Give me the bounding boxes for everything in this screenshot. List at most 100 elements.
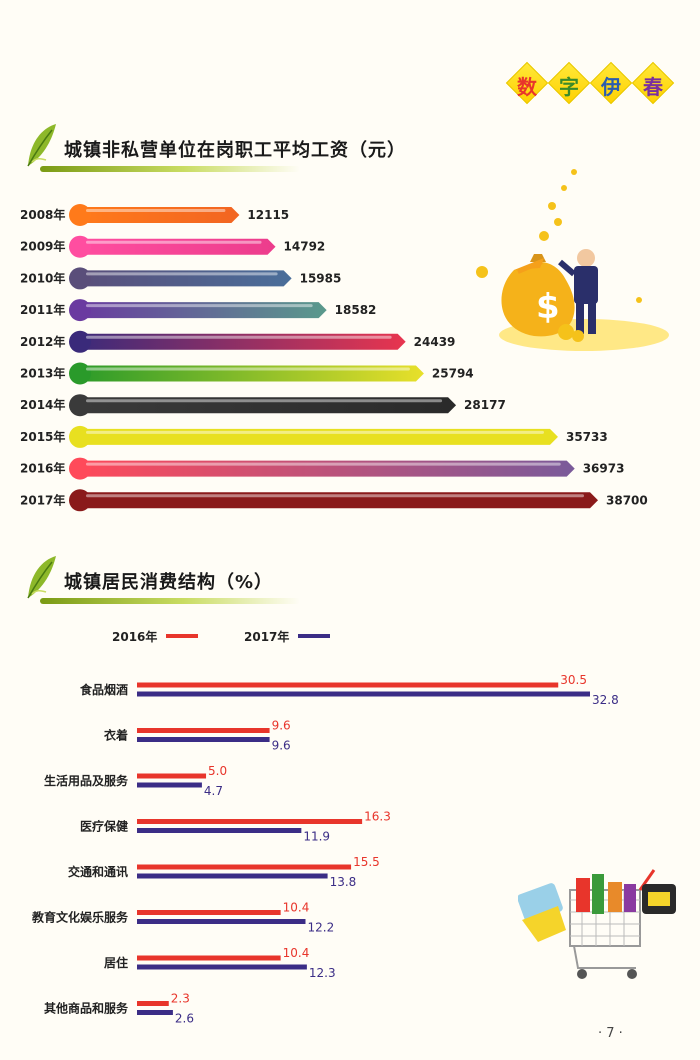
leaf-icon bbox=[27, 124, 56, 167]
value-label-2017: 12.3 bbox=[309, 966, 336, 980]
year-label: 2012年 bbox=[20, 334, 65, 349]
category-label: 食品烟酒 bbox=[79, 682, 128, 697]
salary-bar bbox=[76, 333, 406, 350]
salary-bar-cap bbox=[69, 362, 91, 385]
page-number: · 7 · bbox=[598, 1026, 623, 1041]
bar-2016 bbox=[137, 682, 559, 688]
value-label-2016: 2.3 bbox=[171, 992, 190, 1006]
category-label: 生活用品及服务 bbox=[44, 773, 129, 788]
year-label: 2014年 bbox=[20, 397, 65, 412]
badge-char: 数 bbox=[517, 75, 537, 99]
salary-value-label: 15985 bbox=[300, 271, 342, 285]
value-label-2017: 2.6 bbox=[175, 1012, 194, 1026]
salary-bar-cap bbox=[69, 425, 91, 448]
salary-bar-cap bbox=[69, 489, 91, 512]
bar-2017 bbox=[137, 737, 270, 742]
salary-bar-highlight bbox=[86, 399, 443, 403]
value-label-2016: 10.4 bbox=[283, 946, 310, 960]
badge-char: 春 bbox=[643, 75, 663, 99]
salary-value-label: 36973 bbox=[583, 462, 625, 476]
category-label: 交通和通讯 bbox=[68, 864, 128, 879]
year-label: 2010年 bbox=[20, 270, 65, 285]
year-label: 2016年 bbox=[20, 461, 65, 476]
value-label-2017: 9.6 bbox=[272, 739, 291, 753]
bar-2016 bbox=[137, 1001, 169, 1006]
category-label: 其他商品和服务 bbox=[44, 1001, 129, 1016]
year-label: 2015年 bbox=[20, 429, 65, 444]
salary-value-label: 24439 bbox=[414, 335, 456, 349]
value-label-2017: 4.7 bbox=[204, 784, 223, 798]
salary-bar-highlight bbox=[86, 209, 226, 212]
salary-bar bbox=[76, 397, 457, 414]
salary-bar-cap bbox=[69, 267, 91, 290]
salary-bar bbox=[76, 460, 575, 477]
bar-2016 bbox=[137, 864, 352, 870]
year-label: 2017年 bbox=[20, 492, 65, 507]
salary-bar-cap bbox=[69, 394, 91, 417]
businessman-money-illustration: $ bbox=[476, 169, 669, 351]
salary-value-label: 38700 bbox=[606, 493, 648, 507]
bar-2016 bbox=[137, 773, 207, 779]
salary-bar bbox=[76, 302, 327, 319]
salary-bar-highlight bbox=[86, 304, 313, 308]
bar-2017 bbox=[137, 828, 302, 833]
salary-bar-highlight bbox=[86, 367, 410, 371]
bar-2017 bbox=[137, 782, 202, 788]
shopping-cart-illustration bbox=[518, 869, 676, 979]
value-label-2016: 10.4 bbox=[283, 901, 310, 915]
salary-bar bbox=[76, 492, 598, 509]
title-badge: 数 字 伊 春 bbox=[505, 61, 675, 105]
salary-bar bbox=[76, 365, 424, 382]
category-label: 教育文化娱乐服务 bbox=[31, 910, 129, 925]
bar-2017 bbox=[137, 919, 306, 924]
bar-2016 bbox=[137, 955, 281, 961]
bar-2016 bbox=[137, 819, 363, 824]
value-label-2016: 9.6 bbox=[272, 719, 291, 733]
salary-bar bbox=[76, 270, 292, 287]
bar-2016 bbox=[137, 910, 281, 915]
consumption-chart: 食品烟酒 30.5 32.8 衣着 9.6 9.6 生活用品及服务 5.0 4.7 医疗保健 16.… bbox=[31, 673, 619, 1026]
salary-bar-highlight bbox=[86, 462, 561, 466]
value-label-2016: 5.0 bbox=[208, 764, 227, 778]
salary-bar-cap bbox=[69, 330, 91, 353]
salary-bar-highlight bbox=[86, 335, 392, 339]
category-label: 居住 bbox=[104, 955, 128, 970]
value-label-2017: 12.2 bbox=[307, 921, 334, 935]
year-label: 2009年 bbox=[20, 239, 65, 254]
category-label: 衣着 bbox=[104, 728, 128, 743]
legend-swatch-2017 bbox=[298, 634, 330, 638]
salary-bar-highlight bbox=[86, 430, 544, 434]
consumption-section-title: 城镇居民消费结构（%） bbox=[64, 572, 274, 593]
salary-bar-cap bbox=[69, 204, 91, 226]
value-label-2016: 16.3 bbox=[364, 810, 391, 824]
salary-bar-highlight bbox=[86, 272, 278, 276]
salary-bar-cap bbox=[69, 235, 91, 258]
value-label-2016: 15.5 bbox=[353, 855, 380, 869]
value-label-2017: 11.9 bbox=[303, 830, 330, 844]
badge-char: 字 bbox=[559, 75, 579, 99]
legend-swatch-2016 bbox=[166, 634, 198, 638]
salary-bar bbox=[76, 238, 276, 255]
bar-2016 bbox=[137, 728, 270, 733]
legend-label-2016: 2016年 bbox=[112, 630, 158, 644]
category-label: 医疗保健 bbox=[80, 819, 129, 834]
salary-value-label: 12115 bbox=[247, 208, 289, 222]
year-label: 2008年 bbox=[20, 207, 65, 222]
salary-value-label: 14792 bbox=[284, 240, 326, 254]
salary-bar bbox=[76, 428, 558, 445]
salary-value-label: 18582 bbox=[335, 303, 377, 317]
bar-2017 bbox=[137, 1010, 173, 1015]
legend-label-2017: 2017年 bbox=[244, 630, 290, 644]
salary-bar-cap bbox=[69, 299, 91, 322]
salary-value-label: 28177 bbox=[464, 398, 506, 412]
year-label: 2013年 bbox=[20, 366, 65, 381]
salary-chart: 2008年 12115 2009年 14792 2010年 15985 2011年 18582… bbox=[20, 204, 648, 512]
salary-bar-highlight bbox=[86, 240, 262, 244]
value-label-2017: 32.8 bbox=[592, 693, 619, 707]
salary-bar bbox=[76, 207, 240, 223]
title-underline bbox=[40, 598, 300, 604]
bar-2017 bbox=[137, 964, 307, 970]
salary-bar-cap bbox=[69, 457, 91, 480]
badge-char: 伊 bbox=[601, 75, 621, 99]
value-label-2017: 13.8 bbox=[330, 875, 357, 889]
